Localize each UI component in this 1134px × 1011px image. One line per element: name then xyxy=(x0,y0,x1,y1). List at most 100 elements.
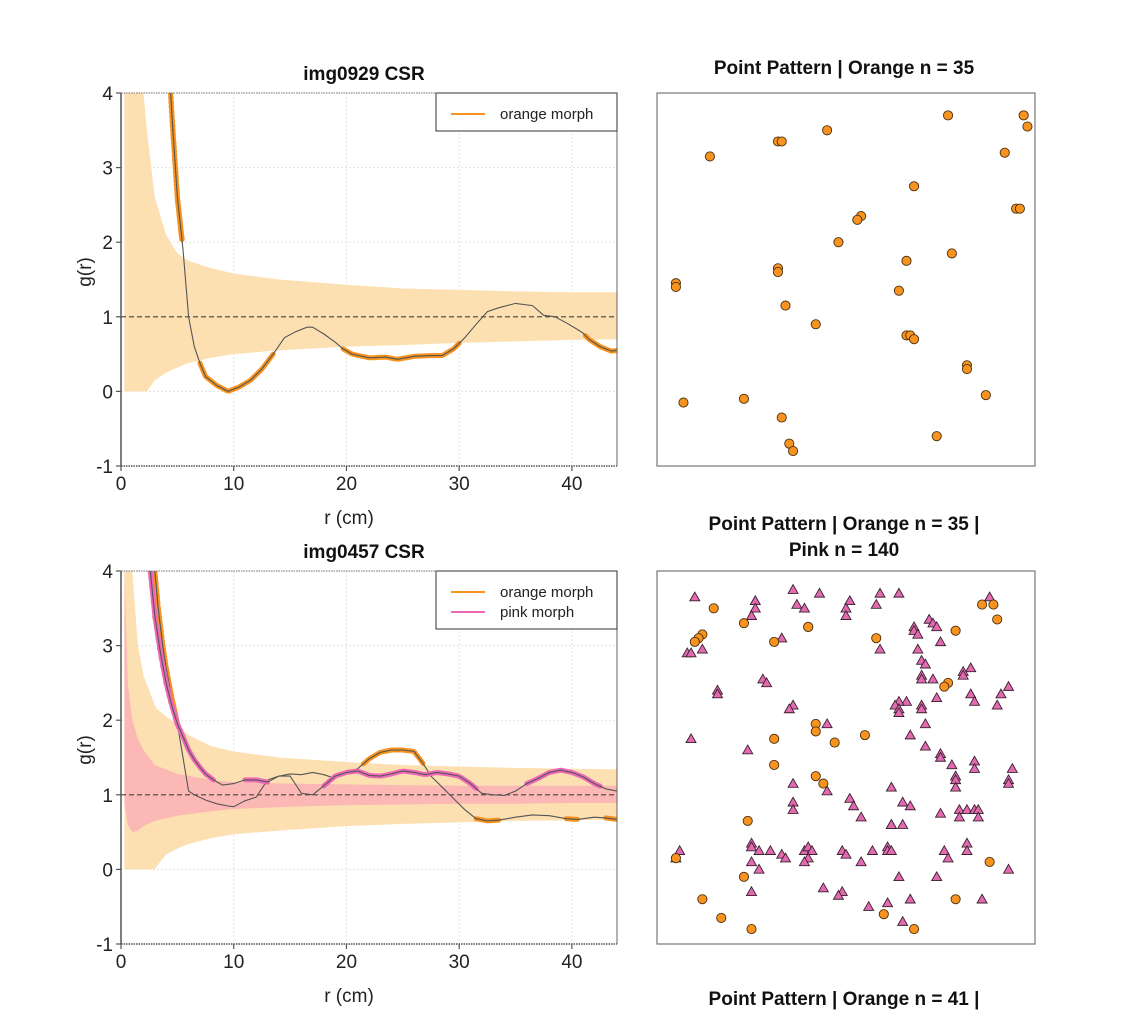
orange-point xyxy=(977,599,988,610)
orange-point xyxy=(704,151,715,162)
pink-point xyxy=(893,870,905,882)
pink-point xyxy=(893,706,905,717)
pink-point xyxy=(930,621,943,632)
orange-point xyxy=(961,363,973,375)
orange-point xyxy=(697,894,708,905)
pink-point xyxy=(904,729,917,740)
pink-point xyxy=(806,844,818,855)
pink-point xyxy=(961,844,973,855)
pink-point xyxy=(881,897,894,908)
orange-point xyxy=(878,909,889,920)
pink-point xyxy=(741,744,754,755)
pink-point xyxy=(745,885,758,896)
pink-point xyxy=(749,602,762,613)
y-tick-label: -1 xyxy=(96,935,113,956)
points xyxy=(670,583,1019,935)
point-pattern-title-partial: Point Pattern | Orange n = 41 | xyxy=(709,989,980,1010)
orange-point xyxy=(716,912,727,923)
pink-point xyxy=(915,703,928,714)
orange-point xyxy=(999,147,1010,158)
pink-point xyxy=(847,800,860,811)
curves xyxy=(167,93,617,394)
pink-point xyxy=(745,841,758,852)
legend-box xyxy=(435,92,618,132)
orange-point xyxy=(678,397,689,408)
orange-point xyxy=(810,319,821,330)
pink-point xyxy=(685,732,697,744)
orange-point xyxy=(769,733,780,744)
orange-point xyxy=(776,412,787,423)
x-tick-labels: 0 10 20 30 40 xyxy=(116,466,582,495)
pink-point xyxy=(942,852,954,863)
pink-point xyxy=(961,803,973,814)
y-tick-labels: -1 0 1 2 3 4 xyxy=(96,84,121,478)
orange-point xyxy=(746,924,757,935)
pink-point xyxy=(1002,863,1015,874)
pink-point xyxy=(870,598,883,609)
pink-point xyxy=(904,800,917,811)
legend: orange morph pink morph xyxy=(435,570,618,630)
y-tick-label: -1 xyxy=(96,457,113,478)
orange-point xyxy=(943,110,954,121)
point-pattern-top: Point Pattern | Orange n = 35 xyxy=(656,58,1036,467)
x-tick-labels: 0 10 20 30 40 xyxy=(116,944,582,973)
pink-point xyxy=(885,781,898,792)
pink-point xyxy=(764,844,777,855)
x-tick-label: 20 xyxy=(336,474,357,495)
plot-title: img0929 CSR xyxy=(303,64,425,85)
orange-point xyxy=(980,390,991,401)
x-tick-label: 0 xyxy=(116,474,127,495)
point-pattern-frame xyxy=(656,570,1036,945)
orange-point xyxy=(670,853,681,864)
y-axis-label: g(r) xyxy=(75,257,96,287)
pink-point xyxy=(964,662,977,673)
pink-point xyxy=(927,673,939,684)
pink-point xyxy=(874,643,886,654)
pink-point xyxy=(689,591,701,602)
pink-point xyxy=(912,643,924,654)
pink-point xyxy=(934,751,947,762)
orange-point xyxy=(829,737,840,748)
orange-point xyxy=(769,759,780,771)
point-pattern-title-line-2: Pink n = 140 xyxy=(789,540,899,561)
orange-point xyxy=(1014,203,1025,214)
orange-point xyxy=(788,446,799,457)
legend-label: orange morph xyxy=(500,106,593,123)
y-tick-label: 3 xyxy=(102,637,113,658)
pink-point xyxy=(673,844,686,855)
pink-point xyxy=(760,676,773,688)
orange-point xyxy=(670,281,681,293)
pink-point xyxy=(919,718,932,729)
orange-point xyxy=(859,730,870,741)
pink-point xyxy=(813,587,826,598)
pink-point xyxy=(821,785,833,796)
pink-point xyxy=(934,807,947,818)
pink-point xyxy=(844,792,856,803)
pink-point xyxy=(791,598,803,609)
y-tick-label: 2 xyxy=(102,711,113,732)
pink-point xyxy=(900,695,913,706)
pink-point xyxy=(896,796,909,807)
pink-point xyxy=(696,643,709,654)
pink-point xyxy=(885,844,898,855)
pink-point xyxy=(953,811,966,822)
pink-point xyxy=(983,591,996,602)
orange-point xyxy=(738,393,749,404)
pink-point xyxy=(919,658,932,669)
point-pattern-title: Point Pattern | Orange n = 35 xyxy=(714,58,975,79)
point-pattern-bottom: Point Pattern | Orange n = 35 | Pink n =… xyxy=(656,514,1036,945)
pink-point xyxy=(976,893,988,904)
pink-point xyxy=(840,848,852,859)
pink-point xyxy=(753,863,765,874)
orange-point xyxy=(738,871,749,882)
orange-point xyxy=(1022,121,1033,132)
y-tick-labels: -1 0 1 2 3 4 xyxy=(96,562,121,956)
pink-point xyxy=(745,856,758,867)
orange-point xyxy=(984,856,995,867)
pink-point xyxy=(798,602,811,613)
orange-point xyxy=(908,181,920,192)
y-tick-label: 4 xyxy=(102,562,113,583)
